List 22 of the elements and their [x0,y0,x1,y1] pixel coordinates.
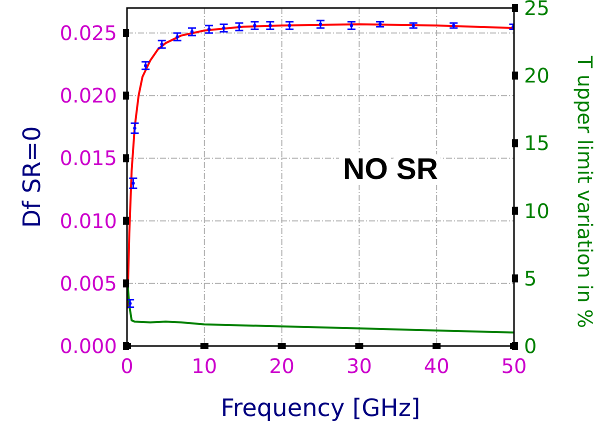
x-tick-label: 50 [501,354,527,378]
y-tick-label: 0.000 [60,334,117,358]
y-tick-label: 0.005 [60,271,117,296]
y2-tick-label: 5 [524,266,537,290]
annotation: NO SR [342,152,438,186]
y-tick-label: 0.020 [60,84,117,108]
x-axis-title: Frequency [GHz] [220,394,420,422]
x-tick-label: 40 [424,354,450,378]
y2-tick-label: 10 [524,198,550,223]
x-tick-label: 20 [269,354,295,378]
x-tick-label: 0 [120,354,134,378]
y2-axis-title: T upper limit variation in % [573,54,597,328]
y-axis-title: Df SR=0 [18,126,46,228]
y2-tick-label: 20 [524,64,550,88]
y2-tick-label: 25 [524,0,550,20]
x-tick-label: 10 [192,354,218,378]
y-tick-label: 0.010 [60,208,117,233]
y2-tick-label: 15 [524,131,550,156]
y-tick-label: 0.015 [60,146,117,170]
x-tick-label: 30 [346,354,372,378]
y2-tick-label: 0 [524,334,537,358]
y-tick-label: 0.025 [60,21,117,46]
